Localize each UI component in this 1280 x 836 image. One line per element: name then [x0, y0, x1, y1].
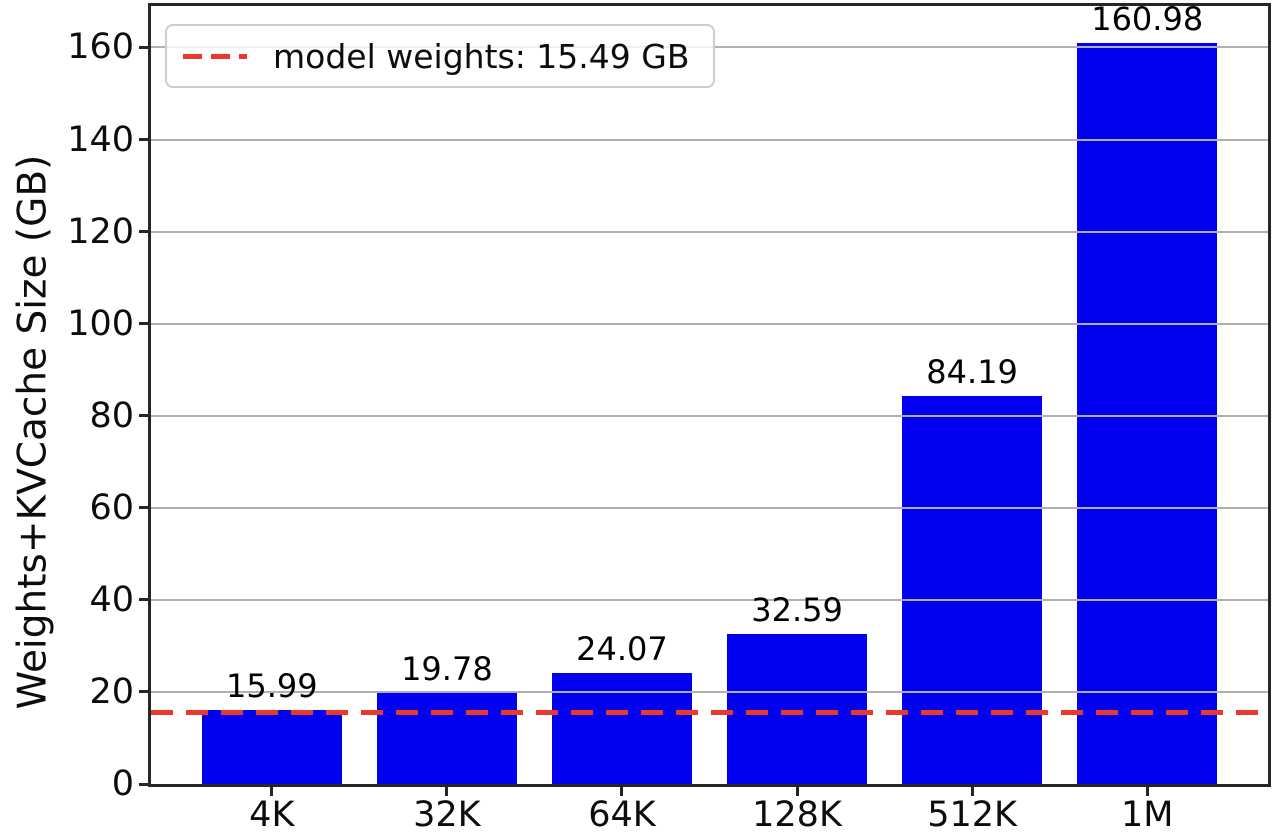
y-tick-label-20: 20 — [89, 671, 134, 712]
y-tick-label-80: 80 — [89, 395, 134, 436]
y-tick-80 — [139, 414, 148, 418]
x-tick-32K — [445, 787, 449, 796]
x-tick-512K — [970, 787, 974, 796]
gridline-100 — [151, 322, 1268, 325]
x-tick-label-64K: 64K — [588, 795, 656, 835]
bar-value-label-32K: 19.78 — [401, 649, 493, 688]
y-tick-label-140: 140 — [67, 119, 134, 160]
bar-value-label-1M: 160.98 — [1091, 0, 1204, 38]
gridline-140 — [151, 138, 1268, 141]
plot-area: model weights: 15.49 GB — [148, 3, 1271, 787]
y-tick-label-0: 0 — [111, 764, 134, 804]
legend: model weights: 15.49 GB — [165, 24, 716, 88]
y-tick-40 — [139, 598, 148, 602]
legend-label: model weights: 15.49 GB — [273, 36, 690, 76]
bar-value-label-512K: 84.19 — [926, 353, 1018, 392]
bar-1M — [1077, 42, 1218, 784]
y-tick-label-60: 60 — [89, 487, 134, 528]
bar-128K — [727, 633, 868, 784]
legend-dashed-line-sample — [183, 53, 247, 59]
y-tick-label-40: 40 — [89, 579, 134, 620]
model-weights-reference-line — [151, 710, 1268, 716]
x-tick-128K — [795, 787, 799, 796]
y-tick-140 — [139, 138, 148, 141]
x-tick-label-32K: 32K — [413, 795, 481, 835]
x-tick-64K — [620, 787, 624, 796]
bar-value-label-128K: 32.59 — [751, 590, 843, 629]
bar-value-label-4K: 15.99 — [225, 667, 318, 706]
gridline-60 — [151, 506, 1268, 509]
x-tick-label-128K: 128K — [752, 795, 842, 835]
y-tick-160 — [139, 45, 148, 49]
y-tick-label-120: 120 — [67, 211, 134, 252]
x-tick-label-1M: 1M — [1120, 795, 1174, 835]
gridline-20 — [151, 690, 1268, 693]
y-tick-20 — [139, 690, 148, 694]
gridline-40 — [151, 598, 1268, 601]
x-tick-1M — [1145, 787, 1149, 796]
gridline-80 — [151, 414, 1268, 417]
bar-512K — [902, 396, 1043, 784]
bar-64K — [551, 673, 692, 784]
bar-32K — [376, 692, 517, 784]
y-tick-60 — [139, 506, 148, 510]
x-tick-label-4K: 4K — [249, 795, 295, 835]
y-tick-120 — [139, 230, 148, 234]
y-tick-label-160: 160 — [67, 27, 134, 68]
x-tick-4K — [270, 787, 274, 796]
y-tick-label-100: 100 — [67, 303, 134, 344]
x-tick-label-512K: 512K — [927, 795, 1017, 835]
gridline-120 — [151, 230, 1268, 233]
y-tick-100 — [139, 322, 148, 326]
bar-4K — [201, 710, 342, 784]
bar-value-label-64K: 24.07 — [576, 630, 668, 669]
y-tick-0 — [139, 782, 148, 786]
